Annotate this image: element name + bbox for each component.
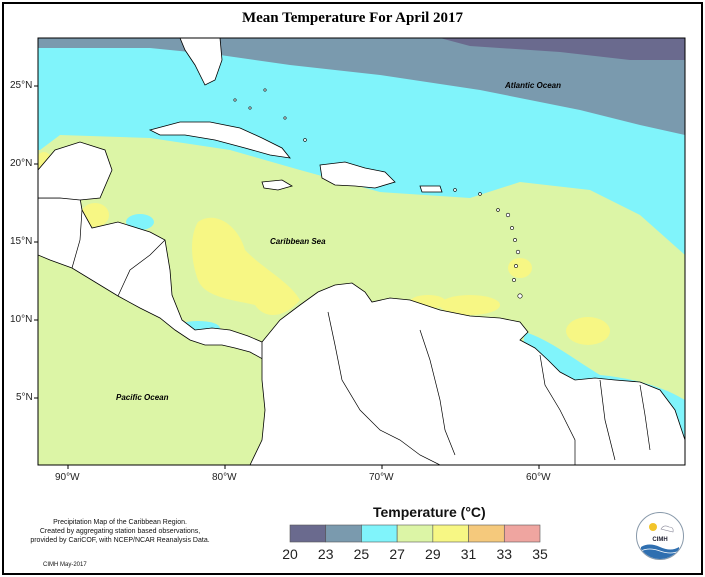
x-axis-ticks xyxy=(67,465,540,469)
lat-label-5: 5°N xyxy=(16,392,33,403)
legend-tick-label: 23 xyxy=(317,546,334,562)
legend-tick-label: 29 xyxy=(425,546,441,562)
zone-29-31-central xyxy=(192,217,300,316)
temperature-field xyxy=(38,38,685,465)
lon-label-80: 80°W xyxy=(212,472,237,483)
lon-label-70: 70°W xyxy=(369,472,394,483)
lat-label-25: 25°N xyxy=(10,80,33,91)
y-axis-ticks xyxy=(34,85,38,399)
legend-swatch xyxy=(361,524,398,543)
legend-swatch xyxy=(432,524,469,543)
legend-title: Temperature (°C) xyxy=(373,504,486,520)
lon-label-60: 60°W xyxy=(526,472,551,483)
legend-tick-label: 27 xyxy=(389,546,405,562)
lesser-antilles xyxy=(233,88,523,299)
south-america xyxy=(249,282,685,465)
zone-20-23 xyxy=(440,38,685,60)
legend-swatch xyxy=(396,524,434,543)
hispaniola xyxy=(319,161,396,189)
logo-graphic xyxy=(640,523,680,559)
credit: CIMH May-2017 xyxy=(43,562,87,568)
jamaica xyxy=(261,179,293,191)
cimh-logo: CIMH xyxy=(636,512,684,560)
atlantic-ocean-label: Atlantic Ocean xyxy=(505,81,562,90)
footnote: Precipitation Map of the Caribbean Regio… xyxy=(20,518,220,545)
caribbean-sea-label: Caribbean Sea xyxy=(270,237,326,246)
borders xyxy=(71,209,651,465)
lat-label-15: 15°N xyxy=(10,236,33,247)
legend-tick-label: 35 xyxy=(532,546,548,562)
footnote-line-2: Created by aggregating station based obs… xyxy=(39,528,201,535)
zone-25-27-honduras xyxy=(126,214,154,230)
zone-25-27-west xyxy=(38,135,60,150)
legend-tick-label: 31 xyxy=(460,546,477,562)
legend-swatch xyxy=(289,524,327,543)
lat-label-10: 10°N xyxy=(10,314,33,325)
legend-swatch xyxy=(503,524,541,543)
pacific-ocean-label: Pacific Ocean xyxy=(116,393,169,402)
legend-tick-label: 25 xyxy=(353,546,370,562)
footnote-line-1: Precipitation Map of the Caribbean Regio… xyxy=(53,519,187,526)
legend-tick-label: 33 xyxy=(496,546,513,562)
zone-29-31-antilles xyxy=(508,258,532,278)
yucatan xyxy=(38,141,113,201)
map-title: Mean Temperature For April 2017 xyxy=(241,10,464,26)
legend-swatch xyxy=(468,524,505,543)
plot-border xyxy=(37,37,686,466)
legend-swatch xyxy=(325,524,362,543)
florida xyxy=(179,38,223,86)
cuba xyxy=(148,121,291,159)
legend-tick-label: 20 xyxy=(282,546,298,562)
lat-label-20: 20°N xyxy=(10,158,33,169)
landmasses xyxy=(38,38,685,465)
logo-text: CIMH xyxy=(652,537,668,543)
zone-29-31-east xyxy=(566,317,610,345)
footnote-line-3: provided by CariCOF, with NCEP/NCAR Rean… xyxy=(30,537,210,544)
puerto-rico xyxy=(419,185,443,193)
zone-23-25 xyxy=(38,38,685,135)
lon-label-90: 90°W xyxy=(55,472,80,483)
zone-29-31-venezuela-coast xyxy=(440,295,500,315)
